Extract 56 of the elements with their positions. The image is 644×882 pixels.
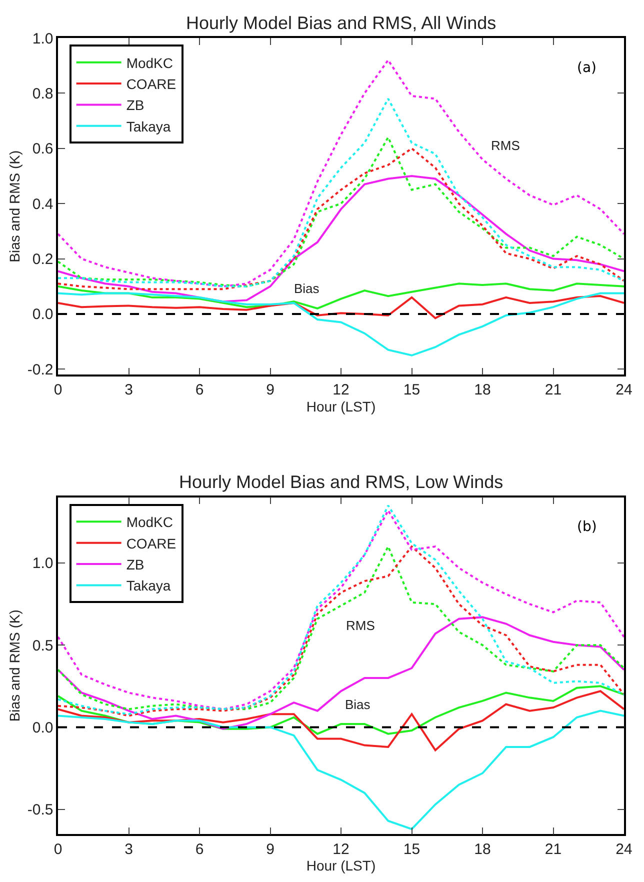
y-tick-label: 1.0 <box>32 30 54 48</box>
x-tick-label: 6 <box>195 840 204 858</box>
x-tick-label: 3 <box>124 381 133 398</box>
line-series <box>58 295 624 320</box>
x-tick-label: 15 <box>403 381 420 398</box>
annotation: RMS <box>491 138 520 153</box>
legend-label: ZB <box>126 556 144 572</box>
x-axis-title: Hour (LST) <box>306 398 376 414</box>
annotation: (b) <box>577 519 597 535</box>
legend-label: COARE <box>126 76 176 92</box>
line-series <box>58 710 624 830</box>
y-tick-label: -0.5 <box>27 802 54 819</box>
x-tick-label: 0 <box>54 381 62 398</box>
y-axis-title: Bias and RMS (K) <box>6 610 22 722</box>
x-tick-label: 12 <box>332 381 350 398</box>
legend-label: Takaya <box>126 578 171 594</box>
legend-label: COARE <box>126 535 176 552</box>
y-axis-title: Bias and RMS (K) <box>6 150 22 262</box>
x-tick-label: 9 <box>266 381 274 398</box>
annotation: RMS <box>346 618 376 633</box>
chart-title: Hourly Model Bias and RMS, Low Winds <box>179 472 504 492</box>
annotation: (a) <box>577 60 597 76</box>
line-series <box>58 292 624 356</box>
x-tick-label: 21 <box>544 381 562 398</box>
x-tick-label: 18 <box>474 381 491 398</box>
x-tick-label: 12 <box>332 840 350 858</box>
chart-title: Hourly Model Bias and RMS, All Winds <box>186 13 496 33</box>
line-series <box>58 282 624 310</box>
y-tick-label: 0.8 <box>32 85 54 102</box>
y-tick-label: 0.5 <box>32 637 54 654</box>
annotation: Bias <box>345 697 371 712</box>
annotation: Bias <box>294 281 320 296</box>
legend-label: ZB <box>126 97 144 114</box>
x-tick-label: 0 <box>54 840 62 858</box>
y-tick-label: -0.2 <box>27 361 54 378</box>
line-series <box>58 685 624 735</box>
y-tick-label: 1.0 <box>32 555 54 572</box>
y-tick-label: 0.2 <box>32 251 54 268</box>
legend-label: ModKC <box>126 54 174 71</box>
x-tick-label: 15 <box>403 840 420 858</box>
x-tick-label: 3 <box>124 840 133 858</box>
x-axis-title: Hour (LST) <box>306 858 376 874</box>
x-tick-label: 21 <box>544 840 562 858</box>
y-tick-label: 0.4 <box>32 196 54 213</box>
x-tick-label: 24 <box>616 840 632 858</box>
legend-label: Takaya <box>126 118 171 134</box>
x-tick-label: 24 <box>616 381 632 398</box>
x-tick-label: 9 <box>266 840 274 858</box>
line-series <box>58 175 624 303</box>
line-series <box>58 616 624 730</box>
x-tick-label: 6 <box>195 381 204 398</box>
x-tick-label: 18 <box>474 840 491 858</box>
y-tick-label: 0.0 <box>32 306 54 324</box>
legend-label: ModKC <box>126 514 174 530</box>
y-tick-label: 0.6 <box>32 140 54 158</box>
y-tick-label: 0.0 <box>32 719 54 736</box>
